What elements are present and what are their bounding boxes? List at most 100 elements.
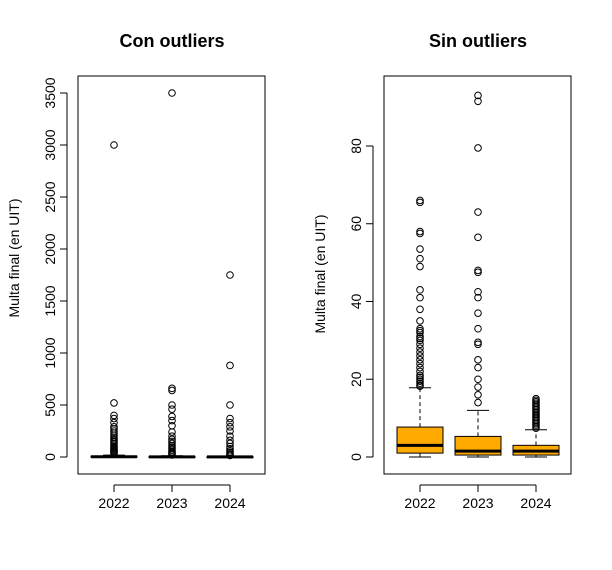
outlier-point	[416, 367, 424, 376]
outlier-point	[474, 363, 482, 372]
outlier-point	[474, 266, 482, 275]
outlier-point	[168, 428, 176, 436]
outlier-point	[226, 427, 234, 435]
outlier-point	[168, 384, 176, 393]
box-body	[396, 426, 444, 454]
panel-con-outliers: Con outliers Multa final (en UIT) 0 500 10…	[6, 31, 266, 511]
outlier-point	[226, 361, 234, 370]
outlier-point	[110, 411, 118, 420]
outlier-point	[226, 401, 234, 409]
outlier-point	[416, 254, 424, 263]
x-tick-label: 2023	[156, 495, 187, 511]
y-tick-label: 80	[348, 138, 364, 154]
outlier-point	[416, 305, 424, 314]
x-tick-label: 2022	[98, 495, 129, 511]
outlier-point	[416, 286, 424, 294]
outlier-point	[416, 293, 424, 302]
y-axis-label: Multa final (en UIT)	[6, 198, 22, 317]
y-tick-label: 500	[42, 393, 58, 417]
outlier-point	[474, 268, 482, 277]
outlier-point	[474, 91, 482, 100]
outlier-point	[416, 371, 424, 380]
outlier-point	[416, 317, 424, 325]
y-tick-label: 0	[348, 453, 364, 461]
outlier-point	[416, 344, 424, 352]
outlier-point	[416, 227, 424, 236]
outlier-point	[474, 340, 482, 349]
box-2023	[454, 91, 502, 458]
outlier-point	[474, 97, 482, 106]
box-2022	[396, 196, 444, 458]
outlier-point	[416, 356, 424, 364]
outlier-point	[226, 451, 234, 460]
outlier-point	[416, 336, 424, 345]
y-tick-label: 0	[42, 453, 58, 461]
outlier-point	[474, 383, 482, 391]
outlier-point	[168, 412, 176, 421]
outlier-point	[226, 418, 234, 427]
box-2022	[90, 141, 138, 459]
y-tick-label: 60	[348, 216, 364, 232]
outlier-point	[416, 196, 424, 205]
outlier-point	[226, 414, 234, 423]
outlier-point	[474, 324, 482, 333]
outlier-point	[110, 399, 118, 407]
outlier-point	[110, 141, 118, 149]
y-tick-label: 3500	[42, 77, 58, 108]
outlier-point	[416, 352, 424, 360]
outlier-point	[474, 287, 482, 296]
y-tick-label: 20	[348, 371, 364, 387]
outlier-point	[474, 338, 482, 347]
plot-frame	[383, 75, 572, 475]
outlier-point	[416, 340, 424, 349]
outlier-point	[168, 437, 176, 446]
panel-sin-outliers: Sin outliers Multa final (en UIT) 0 20 40 6…	[312, 31, 572, 511]
outlier-point	[416, 229, 424, 238]
outlier-point	[168, 416, 176, 425]
outlier-point	[168, 432, 176, 441]
outlier-point	[416, 262, 424, 271]
y-tick-label: 1000	[42, 337, 58, 368]
x-tick-label: 2024	[520, 495, 551, 511]
outlier-point	[110, 429, 118, 437]
outlier-point	[168, 405, 176, 413]
box-2023	[148, 89, 196, 459]
outlier-point	[474, 356, 482, 364]
outlier-point	[226, 439, 234, 448]
outlier-point	[226, 271, 234, 279]
outlier-point	[474, 233, 482, 242]
outlier-point	[416, 348, 424, 356]
outlier-point	[416, 363, 424, 372]
outlier-point	[474, 293, 482, 302]
y-tick-label: 2000	[42, 233, 58, 264]
plot-frame	[77, 75, 266, 475]
x-tick-label: 2024	[214, 495, 245, 511]
y-tick-label: 2500	[42, 181, 58, 212]
outlier-point	[416, 198, 424, 207]
outlier-point	[416, 382, 424, 391]
x-tick-label: 2023	[462, 495, 493, 511]
outlier-point	[416, 245, 424, 253]
outlier-point	[168, 401, 176, 409]
outlier-point	[226, 432, 234, 441]
x-tick-label: 2022	[404, 495, 435, 511]
outlier-point	[474, 208, 482, 216]
panel-title: Con outliers	[119, 31, 224, 51]
outlier-point	[416, 328, 424, 337]
outlier-point	[416, 377, 424, 385]
y-tick-label: 3000	[42, 129, 58, 160]
outlier-point	[474, 398, 482, 407]
outlier-point	[474, 309, 482, 317]
outlier-point	[416, 379, 424, 387]
outlier-point	[110, 450, 118, 458]
box-2024	[206, 271, 254, 460]
outlier-point	[416, 326, 424, 335]
outlier-point	[416, 359, 424, 368]
outlier-point	[532, 424, 540, 433]
outlier-point	[416, 324, 424, 333]
outlier-point	[168, 451, 176, 459]
outlier-point	[416, 334, 424, 343]
outlier-point	[226, 423, 234, 431]
outlier-point	[474, 391, 482, 399]
outlier-point	[474, 144, 482, 152]
